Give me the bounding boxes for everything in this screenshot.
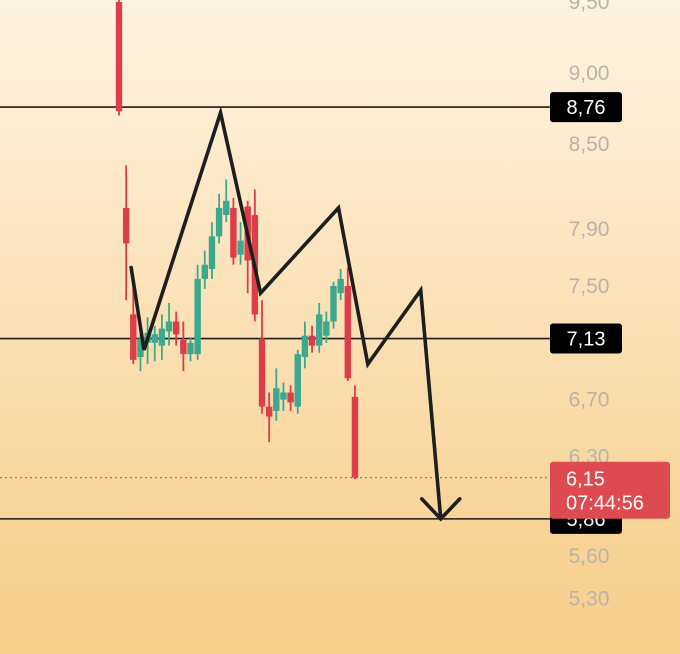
candle <box>223 179 230 223</box>
candle <box>187 337 194 362</box>
candle-body <box>151 334 158 343</box>
candle <box>258 300 266 414</box>
candle-body <box>158 328 166 346</box>
candle-body <box>194 278 201 355</box>
candle-body <box>137 338 144 357</box>
y-tick-label: 5,60 <box>569 545 610 568</box>
arrow-head <box>419 497 462 522</box>
candle <box>337 268 344 301</box>
candle <box>165 303 173 346</box>
candle-body <box>280 392 287 400</box>
candle-body <box>180 339 187 355</box>
candle <box>273 368 280 421</box>
price-axis[interactable]: 9,509,008,507,907,506,706,305,605,308,76… <box>550 0 670 610</box>
level-badge-text: 8,76 <box>567 97 606 119</box>
candle-body <box>187 342 194 355</box>
candle <box>173 311 180 346</box>
candle-body <box>208 236 216 269</box>
y-tick-label: 7,90 <box>569 218 610 241</box>
candle <box>215 193 223 244</box>
candle-body <box>258 338 266 407</box>
y-tick-label: 7,50 <box>569 275 610 298</box>
candle-body <box>201 264 208 279</box>
y-tick-label: 6,70 <box>569 389 610 412</box>
candle <box>294 349 301 414</box>
candle <box>351 385 359 480</box>
candle-body <box>337 278 344 294</box>
candle-body <box>165 321 173 332</box>
candle <box>194 264 201 360</box>
candle <box>280 382 287 411</box>
candle-body <box>344 286 351 379</box>
level-badge: 8,76 <box>550 92 622 123</box>
candle-body <box>130 314 137 360</box>
candle <box>180 321 187 372</box>
candle-body <box>215 207 223 237</box>
candle <box>344 267 351 382</box>
candle <box>330 281 337 329</box>
candle <box>201 250 208 289</box>
candle <box>237 222 244 265</box>
current-price-text: 6,15 <box>566 469 605 491</box>
horizontal-levels <box>0 106 550 520</box>
candle-body <box>122 207 130 244</box>
level-badge-bg <box>550 92 622 123</box>
candle-body <box>301 335 309 357</box>
candle-body <box>287 392 294 403</box>
y-tick-label: 8,50 <box>569 133 610 156</box>
level-badge-text: 7,13 <box>567 329 606 351</box>
countdown-text: 07:44:56 <box>566 493 644 515</box>
projection-line <box>129 105 443 521</box>
candle-body <box>115 2 123 112</box>
candle <box>308 325 316 353</box>
candle <box>130 278 137 365</box>
candle <box>208 222 216 279</box>
candle <box>301 321 309 369</box>
candle-body <box>323 321 330 336</box>
candle-body <box>173 321 180 335</box>
candle-body <box>351 396 359 478</box>
y-tick-label: 9,00 <box>569 62 610 85</box>
candle <box>122 165 130 301</box>
candle <box>158 314 166 360</box>
y-tick-label: 9,50 <box>569 0 610 14</box>
candle <box>230 197 237 265</box>
candle-body <box>330 286 337 322</box>
candles <box>115 0 359 480</box>
candle-body <box>230 207 237 258</box>
candle-body <box>265 406 273 417</box>
projection-pattern <box>129 105 462 522</box>
candle <box>287 385 294 411</box>
y-tick-label: 5,30 <box>569 587 610 610</box>
level-badge-bg <box>550 323 622 354</box>
candle-body <box>223 200 230 215</box>
candle-body <box>237 240 244 255</box>
candle <box>151 325 158 362</box>
candle <box>316 303 323 353</box>
current-price-badge-bg <box>550 461 670 519</box>
candle-body <box>294 354 301 407</box>
candle-body <box>308 335 316 346</box>
level-badge: 7,13 <box>550 323 622 354</box>
candle-body <box>316 314 323 346</box>
candle-body <box>273 388 280 411</box>
candle <box>265 392 273 443</box>
candle <box>323 311 330 343</box>
candle <box>115 0 123 116</box>
